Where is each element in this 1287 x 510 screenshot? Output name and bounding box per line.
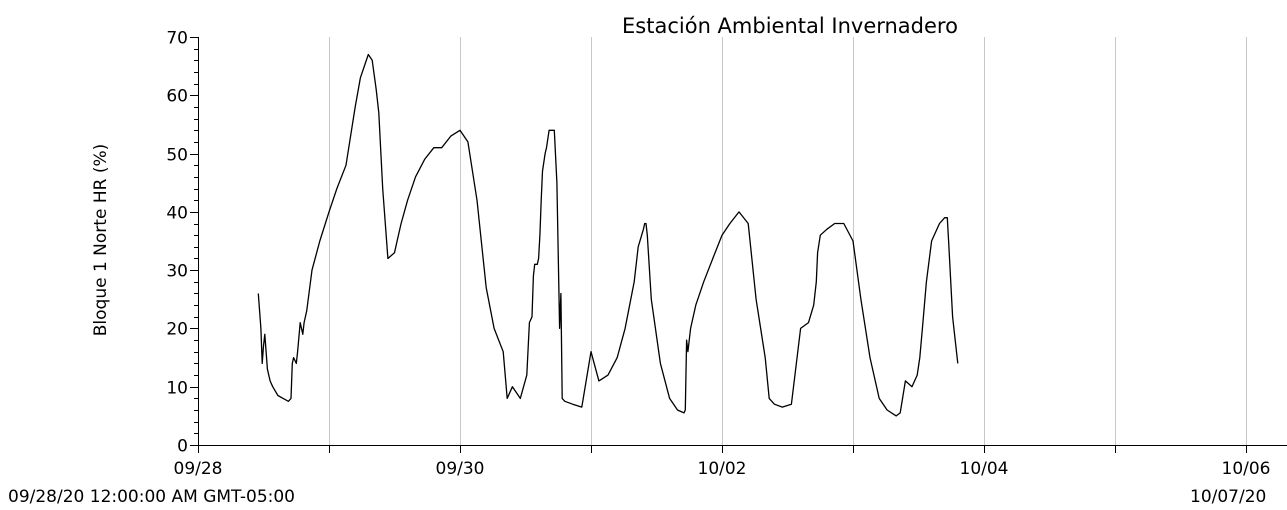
- y-axis-label: Bloque 1 Norte HR (%): [91, 144, 111, 337]
- x-tick-label: 10/02: [698, 459, 747, 479]
- y-tick-label: 60: [166, 87, 188, 107]
- y-tick-label: 20: [166, 320, 188, 340]
- y-tick-label: 70: [166, 29, 188, 49]
- y-tick-label: 30: [166, 262, 188, 282]
- y-tick-label: 10: [166, 379, 188, 399]
- range-end-label: 10/07/20: [1190, 487, 1267, 507]
- x-tick-label: 09/28: [174, 459, 223, 479]
- chart-title: Estación Ambiental Invernadero: [622, 14, 958, 38]
- y-tick-label: 40: [166, 204, 188, 224]
- x-gridlines: [329, 37, 1247, 445]
- x-tick-label: 09/30: [436, 459, 485, 479]
- series-layer: [257, 53, 959, 417]
- x-tick-label: 10/06: [1222, 459, 1271, 479]
- series-line: [257, 53, 959, 417]
- y-tick-label: 50: [166, 146, 188, 166]
- range-start-label: 09/28/20 12:00:00 AM GMT-05:00: [8, 487, 295, 507]
- axes: 0 10 20 30 40 50 60 70 09/28 09/30 10/02 10/04 10/06: [166, 29, 1287, 479]
- x-tick-label: 10/04: [960, 459, 1009, 479]
- y-tick-label: 0: [177, 437, 188, 457]
